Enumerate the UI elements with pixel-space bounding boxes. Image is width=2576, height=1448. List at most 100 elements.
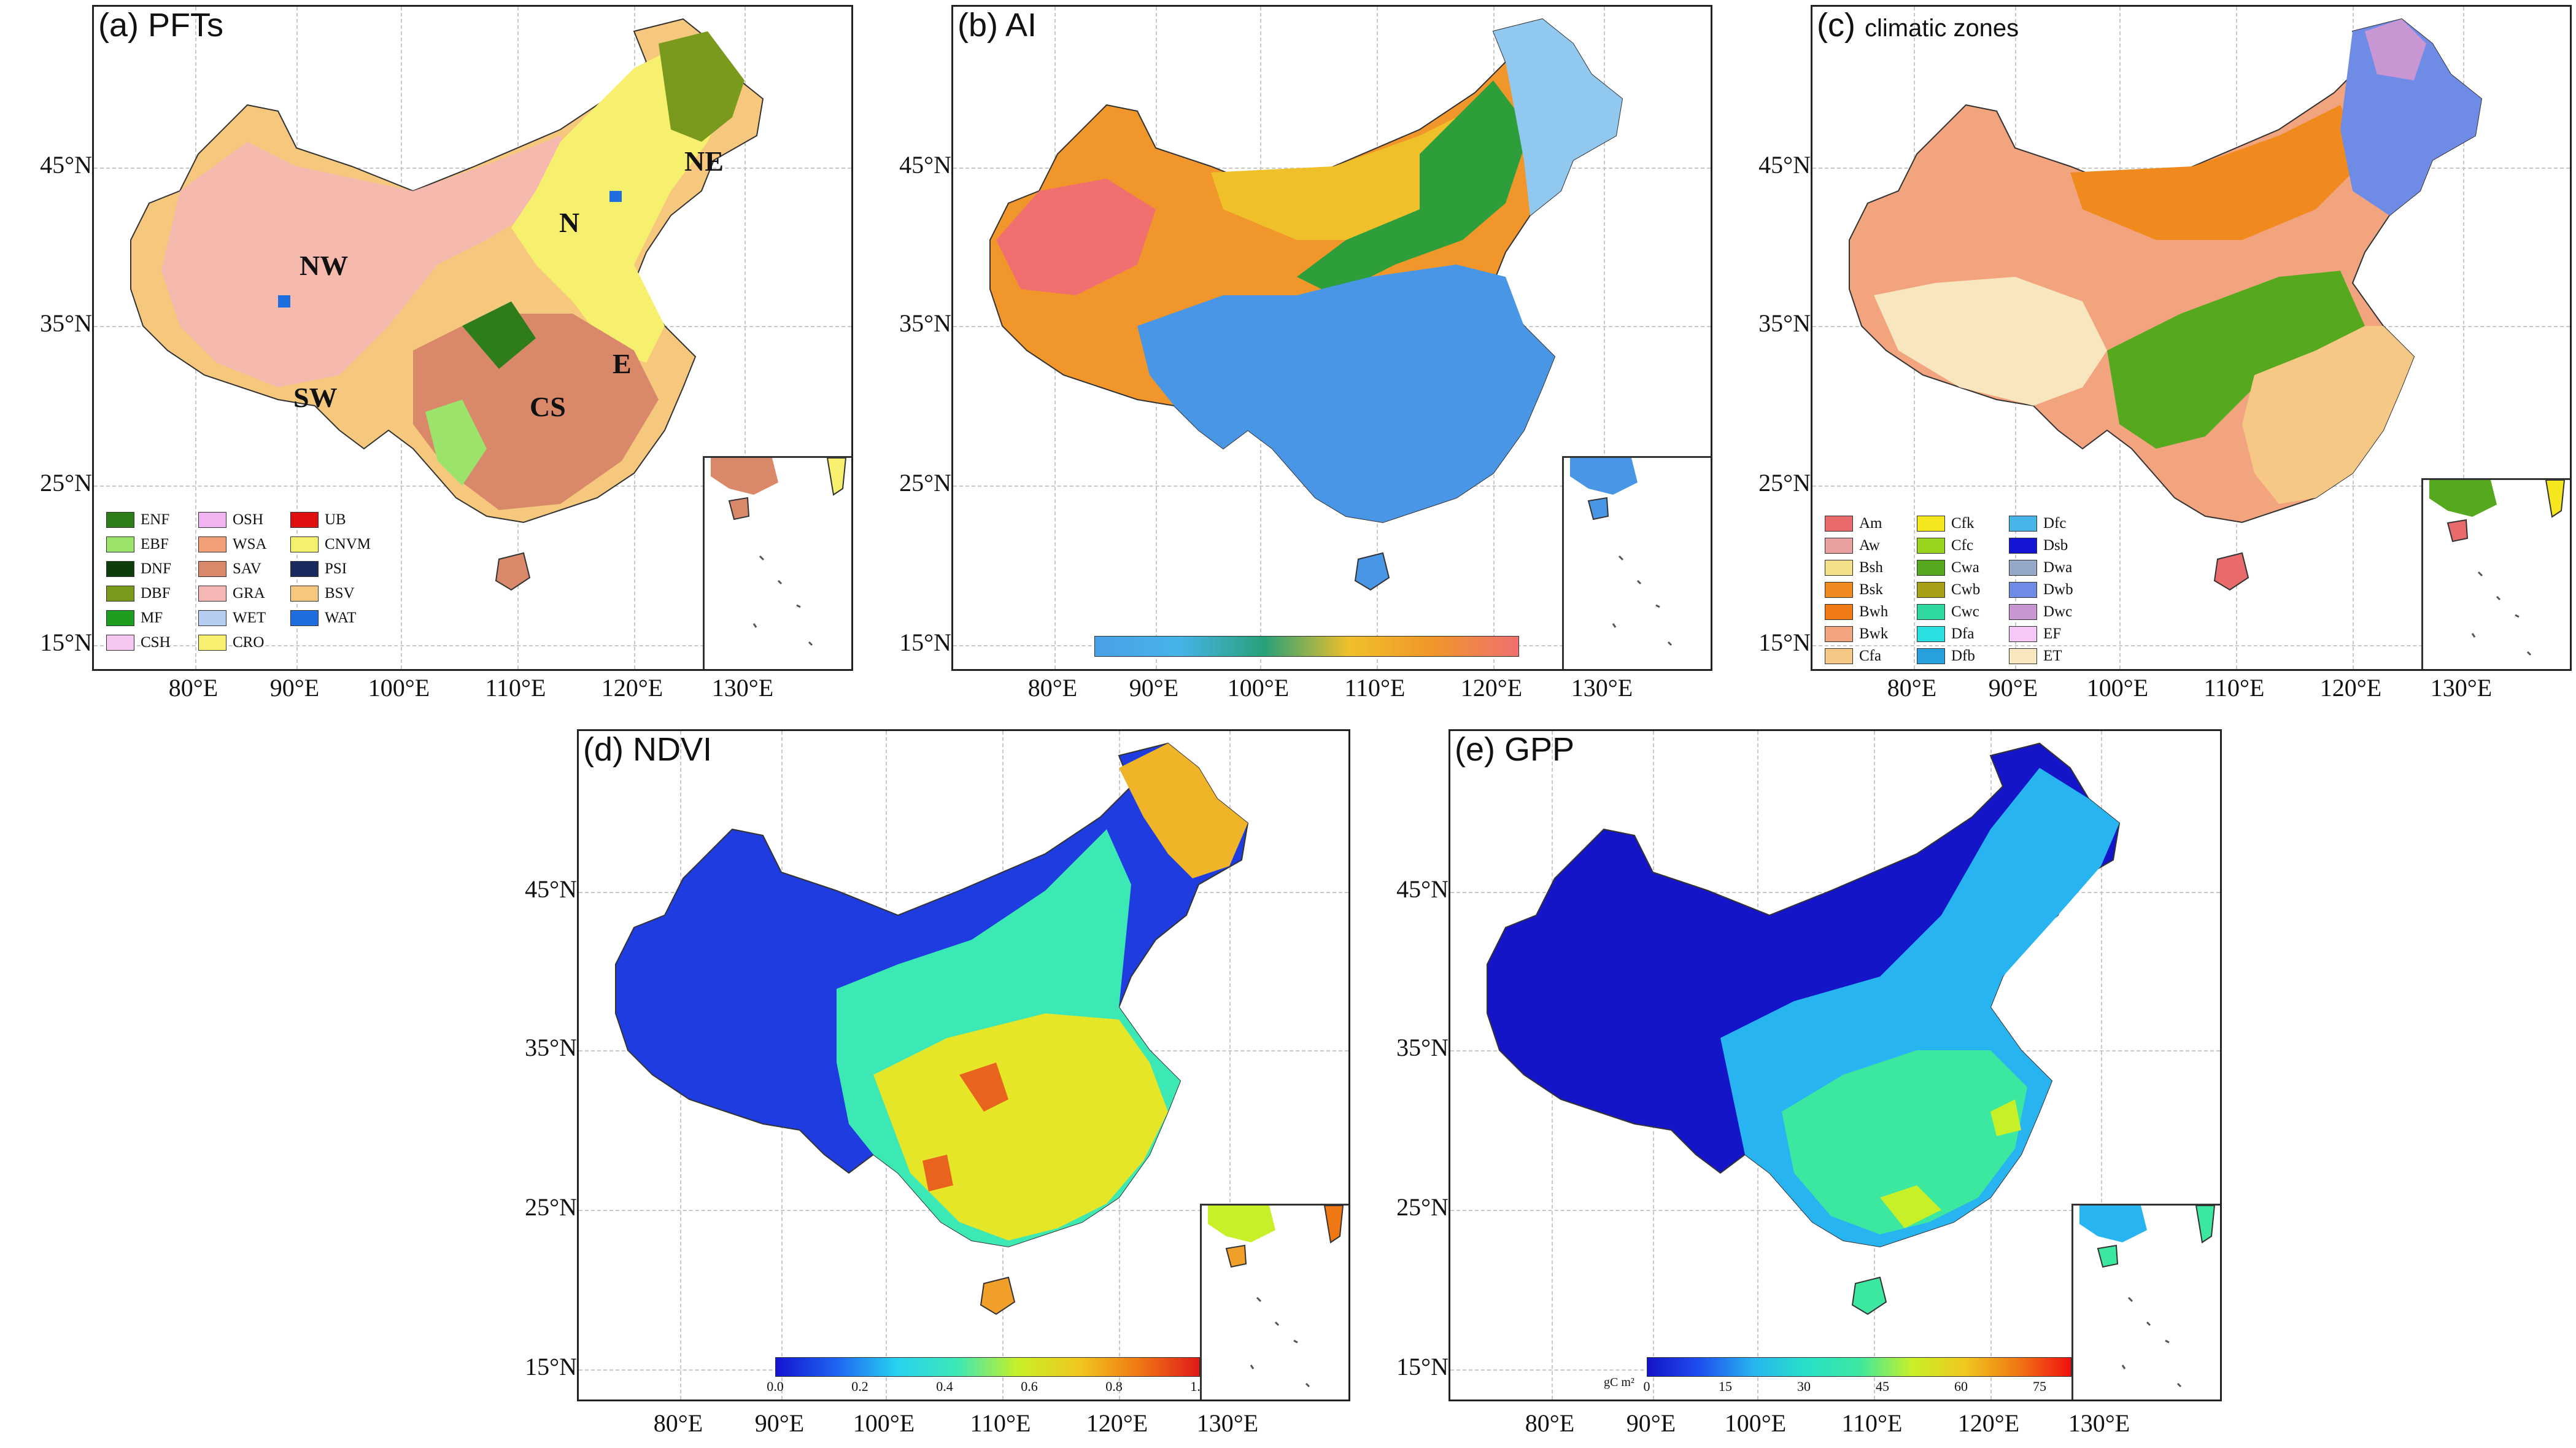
legend-swatch (1917, 582, 1945, 598)
forest-region (425, 400, 487, 486)
zone-cwa (2107, 271, 2365, 449)
legend-item: Dsb (2009, 537, 2068, 554)
legend-item: Dwb (2009, 581, 2073, 598)
china-map-ai (989, 18, 1623, 591)
legend-item: WSA (198, 536, 267, 553)
gridline (94, 645, 851, 646)
china-map-climate (1849, 18, 2483, 591)
colorbar-unit: gC m² (1604, 1376, 1634, 1389)
legend-item: Cfc (1917, 537, 1973, 554)
y-label: 35°N (40, 309, 92, 337)
legend-item: Bwh (1825, 603, 1888, 621)
y-label: 25°N (40, 469, 92, 497)
humid-zone (1137, 265, 1555, 522)
colorbar-tick: 0.6 (1021, 1379, 1038, 1394)
gridline (745, 7, 746, 669)
x-label: 80°E (168, 674, 219, 702)
x-label: 100°E (853, 1409, 915, 1437)
y-label: 25°N (525, 1193, 577, 1221)
map-frame: NW N NE SW CS E ENF EBF DNF DBF MF CSH O… (92, 5, 853, 671)
x-label: 130°E (2068, 1409, 2130, 1437)
x-label: 110°E (970, 1409, 1031, 1437)
colorbar-tick: 30 (1797, 1379, 1811, 1394)
x-label: 90°E (754, 1409, 805, 1437)
zone-et (1874, 277, 2107, 406)
legend-swatch (1917, 560, 1945, 576)
hainan-island (2213, 552, 2249, 591)
colorbar-tick: 0.0 (767, 1379, 784, 1394)
region-label: N (559, 207, 580, 238)
south-china-sea-inset (703, 456, 851, 669)
gridline (2101, 731, 2102, 1400)
hainan-island (1851, 1276, 1887, 1315)
forest-region (659, 31, 745, 142)
map-frame: Am Aw Bsh Bsk Bwh Bwk Cfa Cfk Cfc Cwa Cw… (1811, 5, 2572, 671)
x-label: 90°E (1988, 674, 2038, 702)
legend-item: Dwa (2009, 559, 2072, 576)
x-label: 90°E (1626, 1409, 1676, 1437)
legend-swatch (2009, 516, 2037, 532)
region-label: SW (293, 382, 338, 413)
colorbar-tick: 60 (1954, 1379, 1968, 1394)
x-label: 80°E (1887, 674, 1937, 702)
x-label: 100°E (2086, 674, 2149, 702)
y-label: 15°N (1396, 1353, 1449, 1380)
legend-swatch (290, 561, 319, 577)
colorbar-tick: 0.8 (1105, 1379, 1123, 1394)
gridline (1812, 645, 2570, 646)
legend-swatch (2009, 538, 2037, 554)
subhumid-zone (1297, 80, 1530, 295)
climate-legend: Am Aw Bsh Bsk Bwh Bwk Cfa Cfk Cfc Cwa Cw… (1825, 515, 2119, 669)
legend-swatch (290, 536, 319, 552)
map-frame: gC m² 0 15 30 45 60 75 (1449, 729, 2222, 1401)
zone-cfa (2242, 326, 2414, 504)
y-label: 45°N (899, 151, 951, 179)
legend-item: GRA (198, 585, 265, 602)
region-label: E (613, 348, 632, 379)
panel-d-ndvi: 45°N 35°N 25°N 15°N 0.0 0.2 0.4 0.6 0.8 … (485, 724, 1356, 1448)
legend-swatch (1825, 516, 1853, 532)
region-label: CS (530, 391, 566, 422)
legend-swatch (198, 635, 226, 651)
x-label: 130°E (2430, 674, 2493, 702)
y-label: 35°N (525, 1034, 577, 1061)
x-label: 120°E (601, 674, 663, 702)
legend-swatch (1917, 538, 1945, 554)
y-label: 35°N (1758, 309, 1811, 337)
hainan-island (495, 552, 531, 591)
x-label: 120°E (1086, 1409, 1148, 1437)
forest-region (462, 301, 536, 369)
legend-swatch (198, 561, 226, 577)
legend-swatch (1917, 648, 1945, 664)
legend-swatch (290, 610, 319, 626)
y-label: 15°N (525, 1353, 577, 1380)
x-label: 110°E (2203, 674, 2265, 702)
map-frame (951, 5, 1712, 671)
hyperarid-zone (996, 179, 1156, 295)
humid-northeast (1493, 19, 1622, 215)
legend-swatch (2009, 560, 2037, 576)
legend-item: DBF (106, 585, 171, 602)
legend-item: Cfk (1917, 515, 1975, 532)
x-label: 120°E (1957, 1409, 2020, 1437)
y-label: 45°N (525, 875, 577, 903)
zone-dwc (2365, 19, 2426, 80)
legend-swatch (198, 610, 226, 626)
legend-swatch (198, 512, 226, 528)
gridline (2463, 7, 2464, 669)
legend-swatch (106, 586, 134, 602)
y-label: 25°N (899, 469, 951, 497)
legend-swatch (198, 586, 226, 602)
south-china-sea-inset (2421, 478, 2570, 669)
legend-item: EF (2009, 625, 2061, 643)
colorbar-tick: 0 (1643, 1379, 1650, 1394)
y-label: 35°N (1396, 1034, 1449, 1061)
region-label: NE (684, 145, 724, 177)
legend-item: Cwa (1917, 559, 1979, 576)
legend-item: CSH (106, 634, 171, 651)
x-label: 110°E (1841, 1409, 1903, 1437)
panel-c-climatic-zones: 45°N 35°N 25°N 15°N Am Aw Bsh Bsk Bwh (1719, 0, 2576, 712)
legend-swatch (198, 536, 226, 552)
gpp-colorbar (1647, 1357, 2071, 1377)
panel-a-pfts: 45°N 35°N 25°N 15°N NW N NE SW CS E (0, 0, 859, 712)
